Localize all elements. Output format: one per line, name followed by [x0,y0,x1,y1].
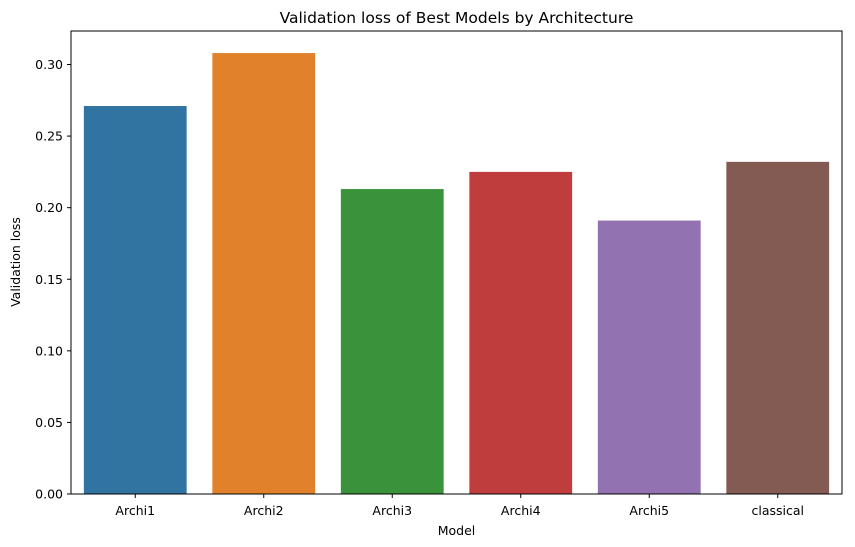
chart-title: Validation loss of Best Models by Archit… [280,9,634,27]
x-tick-label: Archi4 [501,503,541,518]
bar-archi1 [83,106,187,495]
y-tick-label: 0.05 [35,415,63,430]
bars-group [83,53,830,495]
y-axis: 0.00 0.05 0.10 0.15 0.20 0.25 0.30 [35,57,71,502]
y-tick-label: 0.30 [35,57,63,72]
bar-archi3 [340,189,444,494]
x-tick-label: Archi5 [629,503,669,518]
bar-archi2 [212,53,316,495]
y-axis-label: Validation loss [8,217,23,307]
bar-archi5 [597,220,701,495]
bar-archi4 [469,171,573,494]
x-axis-label: Model [438,523,476,538]
y-tick-label: 0.15 [35,272,63,287]
x-axis: Archi1 Archi2 Archi3 Archi4 Archi5 classical [115,494,804,518]
x-tick-label: Archi3 [372,503,412,518]
x-tick-label: Archi1 [115,503,155,518]
y-tick-label: 0.20 [35,200,63,215]
plot-frame [70,30,843,495]
bar-classical [726,161,830,494]
y-tick-label: 0.10 [35,343,63,358]
y-tick-label: 0.25 [35,129,63,144]
y-tick-label: 0.00 [35,487,63,502]
x-tick-label: Archi2 [244,503,284,518]
x-tick-label: classical [751,503,804,518]
